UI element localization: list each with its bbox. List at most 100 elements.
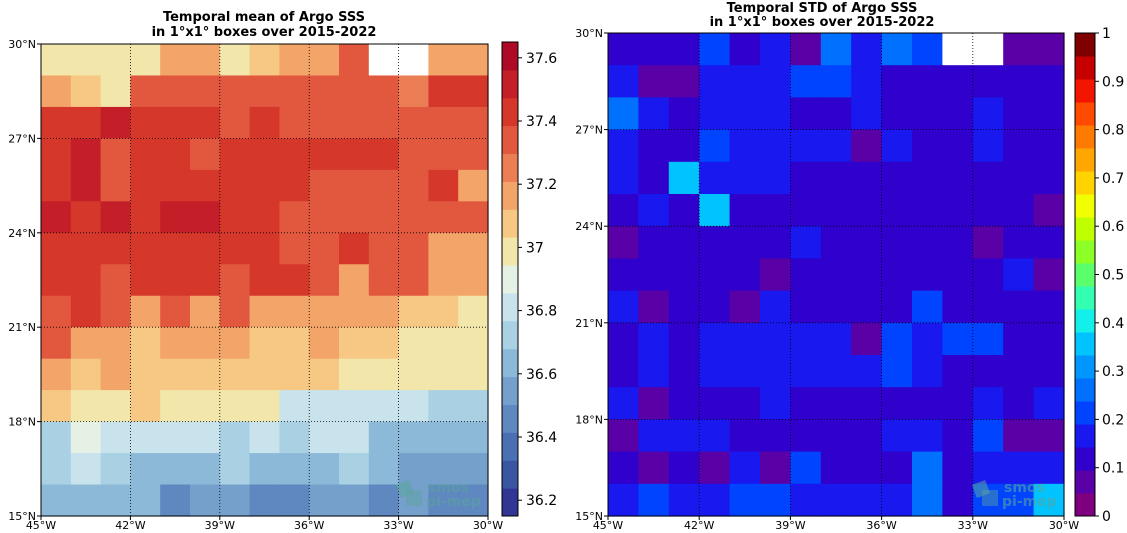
heatmap-cell	[729, 419, 761, 453]
heatmap-cell	[279, 421, 310, 454]
heatmap-cell	[398, 106, 429, 139]
heatmap-cell	[100, 106, 131, 139]
watermark-text: smos	[1004, 480, 1045, 496]
heatmap-cell	[1033, 161, 1065, 195]
heatmap-cell	[608, 194, 639, 227]
std-title-line2: in 1°x1° boxes over 2015-2022	[710, 15, 935, 30]
heatmap-cell	[368, 169, 400, 202]
colorbar-swatch	[502, 292, 518, 322]
heatmap-cell	[699, 322, 731, 356]
heatmap-cell	[190, 390, 221, 423]
heatmap-cell	[41, 295, 72, 328]
heatmap-cell	[972, 65, 1004, 98]
heatmap-cell	[760, 194, 791, 227]
heatmap-cell	[428, 421, 459, 454]
heatmap-cell	[790, 451, 822, 485]
mean-colorbar-ticks: 36.2 36.4 36.6 36.8 37 37.2 37.4 37.6	[518, 51, 557, 509]
heatmap-cell	[760, 65, 791, 98]
heatmap-cell	[881, 483, 913, 517]
heatmap-cell	[820, 419, 852, 453]
heatmap-cell	[100, 358, 131, 391]
heatmap-cell	[638, 355, 670, 388]
std-x-ticks: 45°W 42°W 39°W 36°W 33°W 30°W	[593, 516, 1079, 532]
heatmap-cell	[790, 483, 822, 517]
heatmap-cell	[160, 75, 191, 108]
heatmap-cell	[638, 258, 670, 292]
colorbar-swatch	[1075, 102, 1095, 126]
heatmap-cell	[881, 97, 913, 131]
heatmap-cell	[638, 419, 670, 453]
heatmap-cell	[368, 232, 400, 265]
colorbar-swatch	[1075, 263, 1095, 287]
heatmap-cell	[1003, 419, 1035, 453]
heatmap-cell	[190, 484, 221, 517]
heatmap-cell	[160, 453, 191, 486]
heatmap-cell	[339, 484, 370, 517]
heatmap-cell	[638, 65, 670, 98]
heatmap-cell	[190, 264, 221, 297]
colorbar-tick-label: 1	[1102, 26, 1111, 42]
heatmap-cell	[790, 194, 822, 227]
heatmap-cell	[160, 232, 191, 265]
heatmap-cell	[160, 264, 191, 297]
heatmap-cell	[729, 355, 761, 388]
heatmap-cell	[668, 290, 700, 324]
heatmap-cell	[249, 138, 280, 171]
heatmap-cell	[820, 65, 852, 98]
heatmap-cell	[219, 421, 251, 454]
heatmap-cell	[1003, 129, 1035, 163]
heatmap-cell	[428, 327, 459, 360]
heatmap-cell	[130, 358, 161, 391]
heatmap-cell	[428, 295, 459, 328]
heatmap-cell	[249, 390, 280, 423]
colorbar-swatch	[1075, 470, 1095, 494]
heatmap-cell	[820, 355, 852, 388]
heatmap-cell	[668, 129, 700, 163]
heatmap-cell	[881, 33, 913, 66]
heatmap-cell	[309, 169, 340, 202]
heatmap-cell	[790, 387, 822, 420]
heatmap-cell	[608, 290, 639, 324]
heatmap-cell	[729, 194, 761, 227]
y-tick-label: 21°N	[575, 317, 603, 330]
heatmap-cell	[668, 387, 700, 420]
heatmap-cell	[608, 161, 639, 195]
heatmap-cell	[638, 290, 670, 324]
x-tick-label: 42°W	[115, 519, 145, 532]
heatmap-cell	[41, 327, 72, 360]
colorbar-swatch	[1075, 447, 1095, 471]
heatmap-cell	[881, 387, 913, 420]
heatmap-cell	[1033, 451, 1065, 485]
heatmap-cell	[1033, 226, 1065, 259]
heatmap-cell	[851, 290, 883, 324]
heatmap-cell	[70, 138, 102, 171]
heatmap-cell	[1033, 65, 1065, 98]
std-sss-panel: Temporal STD of Argo SSS in 1°x1° boxes …	[575, 1, 1124, 532]
heatmap-cell	[668, 65, 700, 98]
watermark-text: pi-mep	[426, 494, 481, 510]
heatmap-cell	[190, 295, 221, 328]
colorbar-tick-label: 0.2	[1102, 412, 1124, 428]
heatmap-cell	[428, 106, 459, 139]
heatmap-cell	[820, 226, 852, 259]
heatmap-cell	[942, 290, 974, 324]
heatmap-cell	[1003, 387, 1035, 420]
colorbar-tick-label: 0.6	[1102, 219, 1124, 235]
heatmap-cell	[130, 106, 161, 139]
heatmap-cell	[219, 327, 251, 360]
heatmap-cell	[190, 75, 221, 108]
x-tick-label: 30°W	[1049, 519, 1079, 532]
heatmap-cell	[881, 322, 913, 356]
heatmap-cell	[219, 44, 251, 77]
std-colorbar	[1074, 32, 1096, 517]
heatmap-cell	[851, 65, 883, 98]
heatmap-cell	[160, 138, 191, 171]
heatmap-cell	[100, 138, 131, 171]
heatmap-cell	[881, 129, 913, 163]
heatmap-cell	[912, 258, 943, 292]
colorbar-swatch	[502, 237, 518, 266]
heatmap-cell	[972, 451, 1004, 485]
heatmap-cell	[458, 138, 489, 171]
heatmap-cell	[729, 161, 761, 195]
heatmap-cell	[428, 390, 459, 423]
